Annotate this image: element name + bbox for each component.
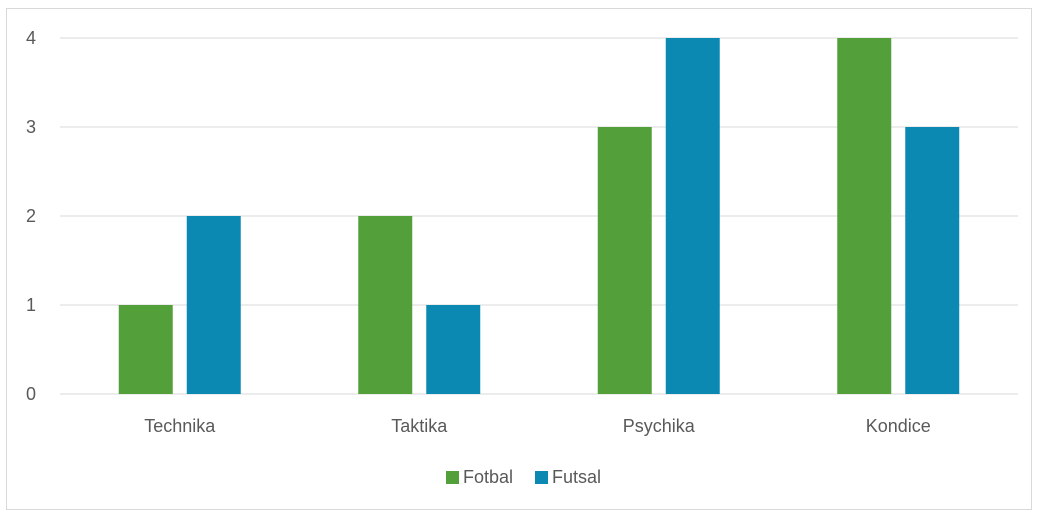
legend-swatch-fotbal	[446, 471, 459, 484]
bar-fotbal-kondice	[837, 38, 892, 394]
y-tick-label: 0	[26, 384, 36, 404]
bar-fotbal-psychika	[597, 127, 652, 394]
bar-fotbal-taktika	[358, 216, 413, 394]
y-tick-label: 2	[26, 206, 36, 226]
legend-swatch-futsal	[535, 471, 548, 484]
y-tick-label: 3	[26, 117, 36, 137]
x-tick-label: Kondice	[866, 416, 931, 436]
bar-futsal-kondice	[905, 127, 960, 394]
bar-futsal-taktika	[426, 305, 481, 394]
bar-futsal-technika	[186, 216, 241, 394]
legend-label: Futsal	[552, 467, 601, 487]
legend-label: Fotbal	[463, 467, 513, 487]
x-tick-label: Technika	[144, 416, 216, 436]
x-tick-label: Psychika	[623, 416, 696, 436]
bar-fotbal-technika	[118, 305, 173, 394]
bar-futsal-psychika	[665, 38, 720, 394]
y-tick-label: 4	[26, 28, 36, 48]
x-tick-label: Taktika	[391, 416, 448, 436]
y-tick-label: 1	[26, 295, 36, 315]
